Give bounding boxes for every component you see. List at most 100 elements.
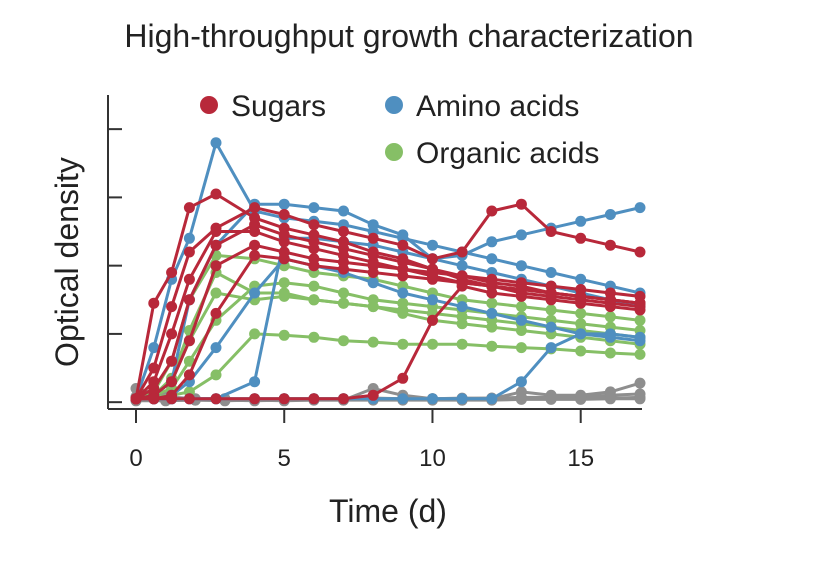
organic-acids-point xyxy=(515,342,527,354)
amino-acids-point xyxy=(515,260,527,272)
organic-acids-point xyxy=(397,307,409,319)
sugars-point xyxy=(575,290,587,302)
sugars-point xyxy=(183,246,195,258)
sugars-point xyxy=(148,383,160,394)
sugars-point xyxy=(166,393,178,405)
legend-marker-0 xyxy=(200,96,218,114)
sugars-point xyxy=(249,202,261,214)
y-ticks xyxy=(108,128,122,404)
sugars-point xyxy=(427,263,438,275)
x-tick-label-3: 15 xyxy=(567,445,594,472)
sugars-point xyxy=(456,280,468,292)
amino-acids-point xyxy=(515,314,527,326)
organic-acids-point xyxy=(575,307,587,319)
sugars-point xyxy=(427,273,438,285)
sugars-point xyxy=(249,249,261,261)
y-axis-label: Optical density xyxy=(49,157,85,367)
sugars-point xyxy=(367,389,379,401)
series-layer xyxy=(130,137,646,407)
amino-acids-point xyxy=(210,342,222,354)
legend-label-2: Organic acids xyxy=(416,137,599,170)
sugars-point xyxy=(338,226,349,237)
organic-acids-point xyxy=(278,277,290,289)
x-tick-label-2: 10 xyxy=(419,445,446,472)
amino-acids-point xyxy=(308,202,320,214)
sugars-point xyxy=(210,239,222,251)
chart-title: High-throughput growth characterization xyxy=(124,18,694,54)
amino-acids-point xyxy=(515,376,527,388)
sugars-point xyxy=(278,253,290,265)
sugars-point xyxy=(183,202,195,214)
sugars-point xyxy=(367,232,379,244)
sugars-point xyxy=(166,267,178,278)
sugars-point xyxy=(210,260,222,272)
sugars-point xyxy=(604,239,616,251)
legend-marker-1 xyxy=(385,96,403,114)
x-ticks: 0 5 10 15 xyxy=(129,409,594,472)
x-tick-label-1: 5 xyxy=(278,445,291,472)
amino-acids-point xyxy=(456,393,468,405)
organic-acids-point xyxy=(515,301,527,313)
sugars-point xyxy=(166,376,178,388)
sugars-point xyxy=(249,239,261,251)
sugars-point xyxy=(308,393,320,405)
organic-acids-point xyxy=(367,336,379,348)
organic-acids-point xyxy=(486,321,498,333)
x-axis-label: Time (d) xyxy=(329,493,447,529)
axes: 0 5 10 15 xyxy=(107,95,642,472)
legend-marker-2 xyxy=(385,143,403,161)
sugars-point xyxy=(148,297,160,309)
amino-acids-point xyxy=(634,202,646,214)
legend-label-1: Amino acids xyxy=(416,90,579,123)
amino-acids-point xyxy=(545,342,557,354)
organic-acids-point xyxy=(210,287,222,299)
amino-acids-point xyxy=(486,236,498,248)
sugars-point xyxy=(397,239,409,251)
organic-acids-point xyxy=(456,338,468,350)
sugars-point xyxy=(367,249,379,261)
amino-acids-point xyxy=(427,393,438,405)
organic-acids-point xyxy=(308,280,320,292)
no-growth-point xyxy=(604,393,616,405)
no-growth-point xyxy=(634,393,646,405)
sugars-point xyxy=(397,256,409,268)
sugars-point xyxy=(130,393,142,405)
amino-acids-point xyxy=(367,219,379,231)
sugars-point xyxy=(183,273,195,285)
amino-acids-point xyxy=(249,376,261,388)
amino-acids-point xyxy=(148,342,160,354)
organic-acids-point xyxy=(397,297,409,309)
sugars-point xyxy=(308,260,320,272)
sugars-point xyxy=(166,355,178,367)
sugars-point xyxy=(397,270,409,282)
sugars-point xyxy=(166,328,178,340)
organic-acids-point xyxy=(338,297,349,309)
sugars-point xyxy=(249,219,261,231)
amino-acids-point xyxy=(456,301,468,313)
no-growth-point xyxy=(575,393,587,405)
organic-acids-point xyxy=(604,347,616,359)
organic-acids-point xyxy=(427,338,438,350)
sugars-series-2 xyxy=(130,226,646,405)
sugars-point xyxy=(545,287,557,299)
organic-acids-point xyxy=(210,369,222,381)
sugars-point xyxy=(166,301,178,313)
sugars-point xyxy=(427,314,438,326)
sugars-point xyxy=(183,294,195,306)
sugars-point xyxy=(183,393,195,405)
organic-acids-point xyxy=(486,297,498,309)
sugars-point xyxy=(338,263,349,275)
sugars-point xyxy=(515,198,527,210)
organic-acids-point xyxy=(397,338,409,350)
sugars-point xyxy=(249,393,261,405)
amino-acids-point xyxy=(486,307,498,319)
amino-acids-point xyxy=(486,253,498,265)
sugars-point xyxy=(338,243,349,255)
organic-acids-point xyxy=(575,345,587,357)
organic-acids-point xyxy=(278,290,290,302)
legend: Sugars Amino acids Organic acids xyxy=(200,90,599,170)
sugars-point xyxy=(545,226,557,237)
amino-acids-point xyxy=(249,287,261,299)
amino-acids-point xyxy=(367,277,379,289)
